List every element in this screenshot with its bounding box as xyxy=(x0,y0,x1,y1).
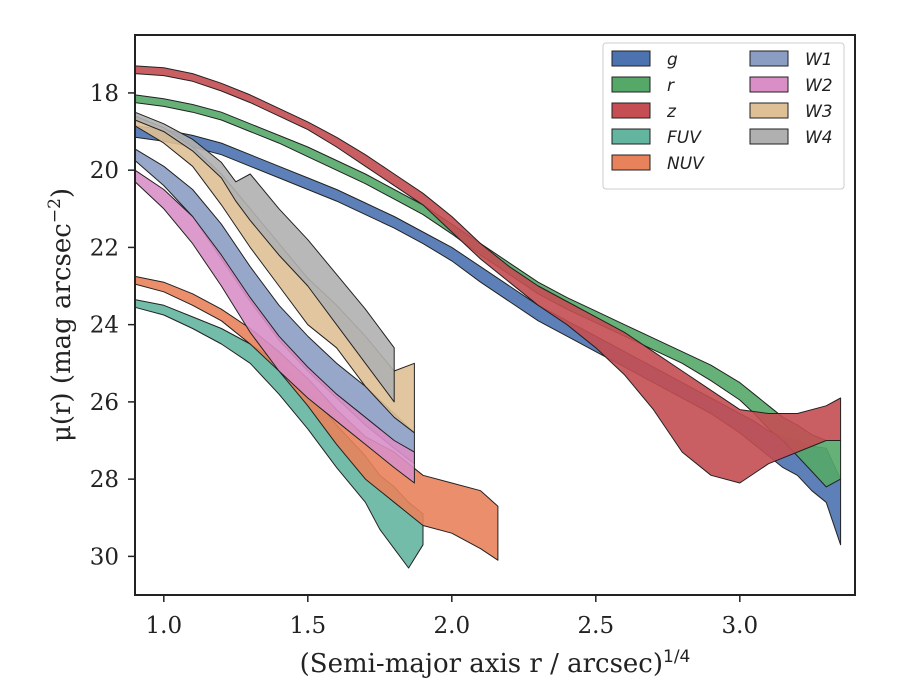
legend-swatch-z xyxy=(611,102,651,119)
legend-swatch-fuv xyxy=(611,128,651,145)
y-axis-ticks: 18 20 22 24 26 28 30 xyxy=(90,81,135,570)
legend-label-w1: W1 xyxy=(805,50,833,70)
y-tick-label: 20 xyxy=(90,158,119,184)
plot-frame xyxy=(134,34,856,596)
legend-swatch-w4 xyxy=(749,128,789,145)
legend-label-g: g xyxy=(667,50,678,70)
x-axis-label: (Semi-major axis r / arcsec)1/4 xyxy=(300,647,691,679)
x-tick-label: 1.0 xyxy=(146,613,183,639)
y-axis-label: μ(r) (mag arcsec−2) xyxy=(45,188,77,442)
y-axis-label-tail: ) xyxy=(47,188,77,198)
y-axis-label-main: μ(r) (mag arcsec xyxy=(47,223,77,442)
x-tick-label: 3.0 xyxy=(722,613,759,639)
x-tick-label: 2.5 xyxy=(578,613,615,639)
x-axis-label-exponent: 1/4 xyxy=(663,647,690,667)
x-axis-label-main: (Semi-major axis r / arcsec) xyxy=(300,649,663,679)
legend-swatch-w3 xyxy=(749,102,789,119)
legend-label-fuv: FUV xyxy=(667,128,702,148)
y-tick-label: 22 xyxy=(90,235,119,261)
y-axis-label-exponent: −2 xyxy=(45,198,65,223)
legend-label-nuv: NUV xyxy=(667,154,705,174)
y-tick-label: 26 xyxy=(90,390,119,416)
legend-swatch-g xyxy=(611,50,651,67)
series-bands xyxy=(134,65,842,569)
band-z xyxy=(134,65,842,484)
y-tick-label: 30 xyxy=(90,544,119,570)
legend-swatch-w1 xyxy=(749,50,789,67)
y-tick-label: 28 xyxy=(90,467,119,493)
legend-label-w3: W3 xyxy=(805,102,833,122)
band-w2 xyxy=(134,169,415,484)
legend-label-w2: W2 xyxy=(805,76,833,96)
legend-label-z: z xyxy=(666,102,677,122)
x-axis-ticks: 1.0 1.5 2.0 2.5 3.0 xyxy=(146,595,759,639)
legend-label-w4: W4 xyxy=(805,128,833,148)
band-w4 xyxy=(134,111,395,403)
legend-swatch-w2 xyxy=(749,76,789,93)
legend: grz FUV NUV W1 W2 W3 W4 xyxy=(602,42,845,190)
x-tick-label: 2.0 xyxy=(434,613,471,639)
legend-label-r: r xyxy=(667,76,675,96)
legend-swatch-r xyxy=(611,76,651,93)
band-w1 xyxy=(134,148,415,465)
x-tick-label: 1.5 xyxy=(290,613,327,639)
y-tick-label: 18 xyxy=(90,81,119,107)
band-g xyxy=(134,125,842,546)
band-r xyxy=(134,94,842,488)
y-tick-label: 24 xyxy=(90,313,119,339)
legend-swatch-nuv xyxy=(611,154,651,171)
